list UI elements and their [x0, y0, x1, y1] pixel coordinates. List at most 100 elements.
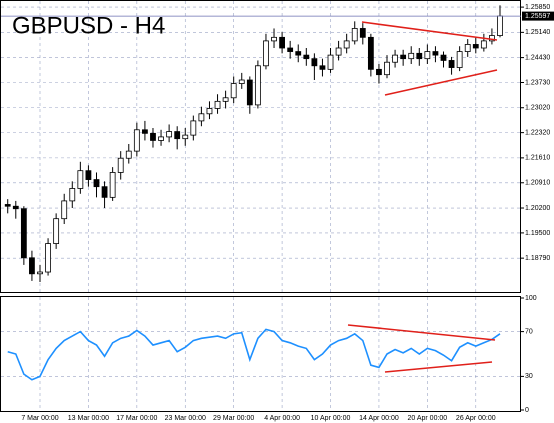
- rsi-panel: [0, 296, 521, 412]
- y-tick-label: 1.19500: [525, 230, 550, 237]
- trendline: [347, 324, 496, 341]
- candle-body: [384, 61, 390, 76]
- candle-body: [263, 40, 269, 67]
- candle-body: [174, 131, 181, 140]
- y-tick-label: 0: [525, 407, 529, 414]
- candle-body: [166, 131, 173, 138]
- labels-layer: 1.18790 1.19500 1.20200 1.20910 1.21610 1.223…: [21, 4, 554, 422]
- marks-layer: [1, 5, 521, 381]
- candle-body: [230, 83, 237, 99]
- x-tick-label: 7 Mar 00:00: [21, 415, 58, 422]
- candle-body: [53, 218, 60, 244]
- y-tick-label: 1.22320: [525, 129, 550, 136]
- candle-body: [142, 129, 148, 134]
- candle-body: [61, 200, 68, 220]
- candle-body: [4, 204, 11, 207]
- candle-body: [198, 113, 205, 122]
- candle-body: [408, 52, 415, 60]
- y-tick-label: 30: [525, 373, 533, 380]
- candle-body: [359, 28, 366, 38]
- candle-body: [472, 44, 479, 49]
- candle-body: [295, 51, 302, 56]
- candle-body: [158, 136, 164, 141]
- candle-body: [238, 79, 245, 84]
- y-tick-label: 1.18790: [525, 255, 550, 262]
- x-tick-label: 4 Apr 00:00: [264, 415, 300, 422]
- candle-body: [45, 243, 51, 273]
- x-tick-label: 26 Apr 00:00: [456, 415, 496, 422]
- candle-body: [85, 170, 92, 180]
- candle-body: [287, 47, 294, 52]
- candle-body: [125, 150, 132, 159]
- candle-body: [327, 54, 334, 70]
- y-tick-label: 1.20910: [525, 180, 550, 187]
- candle-body: [206, 108, 213, 115]
- candle-body: [440, 54, 447, 61]
- y-tick-label: 70: [525, 328, 533, 335]
- candle-body: [367, 36, 374, 70]
- candle-body: [222, 97, 229, 102]
- candle-body: [109, 172, 116, 198]
- y-tick-label: 1.23020: [525, 105, 550, 112]
- grid-layer: [1, 1, 524, 411]
- y-tick-label: 1.21610: [525, 155, 550, 162]
- candle-body: [416, 52, 423, 60]
- candle-body: [69, 188, 76, 202]
- candle-body: [182, 134, 189, 140]
- candle-body: [279, 36, 286, 49]
- candle-body: [424, 51, 431, 60]
- candle-body: [351, 28, 358, 42]
- candle-body: [497, 15, 503, 36]
- x-tick-label: 13 Mar 00:00: [68, 415, 109, 422]
- candle-body: [93, 179, 100, 188]
- candle-body: [254, 65, 261, 106]
- x-tick-label: 14 Apr 00:00: [359, 415, 399, 422]
- y-tick-label: 1.23730: [525, 79, 550, 86]
- candle-body: [335, 47, 342, 56]
- x-tick-label: 17 Mar 00:00: [116, 415, 157, 422]
- candle-body: [464, 44, 471, 52]
- candle-body: [101, 186, 108, 198]
- candle-body: [77, 170, 84, 189]
- y-tick-label: 100: [525, 295, 537, 302]
- candle-body: [319, 65, 326, 70]
- x-tick-label: 20 Apr 00:00: [408, 415, 448, 422]
- candle-body: [448, 60, 455, 68]
- candle-body: [271, 36, 277, 42]
- candle-body: [246, 79, 253, 106]
- candle-body: [311, 58, 318, 67]
- candle-body: [133, 129, 140, 152]
- candle-body: [432, 51, 439, 56]
- trendline: [384, 361, 493, 373]
- y-tick-label: 1.25850: [525, 4, 550, 11]
- current-price-label: 1.25597: [525, 13, 550, 20]
- trendline: [361, 21, 498, 41]
- candle-body: [20, 208, 27, 259]
- candle-body: [456, 51, 463, 68]
- candle-body: [190, 120, 197, 136]
- x-tick-label: 10 Apr 00:00: [311, 415, 351, 422]
- y-tick-label: 1.20200: [525, 205, 550, 212]
- current-price-box: [522, 11, 554, 21]
- chart-title: GBPUSD - H4: [12, 12, 165, 39]
- trendline: [384, 69, 498, 96]
- x-tick-label: 23 Mar 00:00: [165, 415, 206, 422]
- candle-body: [117, 157, 124, 173]
- rsi-line: [7, 328, 501, 381]
- price-panel: [0, 0, 521, 293]
- candle-body: [392, 54, 398, 63]
- candle-body: [303, 54, 310, 60]
- y-tick-label: 1.24430: [525, 54, 550, 61]
- candle-body: [37, 271, 43, 275]
- y-tick-label: 1.25140: [525, 29, 550, 36]
- candle-body: [29, 257, 35, 275]
- candle-body: [12, 205, 19, 210]
- candle-body: [376, 68, 382, 76]
- candle-body: [400, 54, 407, 60]
- candle-body: [480, 40, 487, 49]
- x-tick-label: 29 Mar 00:00: [213, 415, 254, 422]
- candle-body: [150, 132, 156, 141]
- candle-body: [343, 40, 350, 49]
- candle-body: [214, 100, 221, 109]
